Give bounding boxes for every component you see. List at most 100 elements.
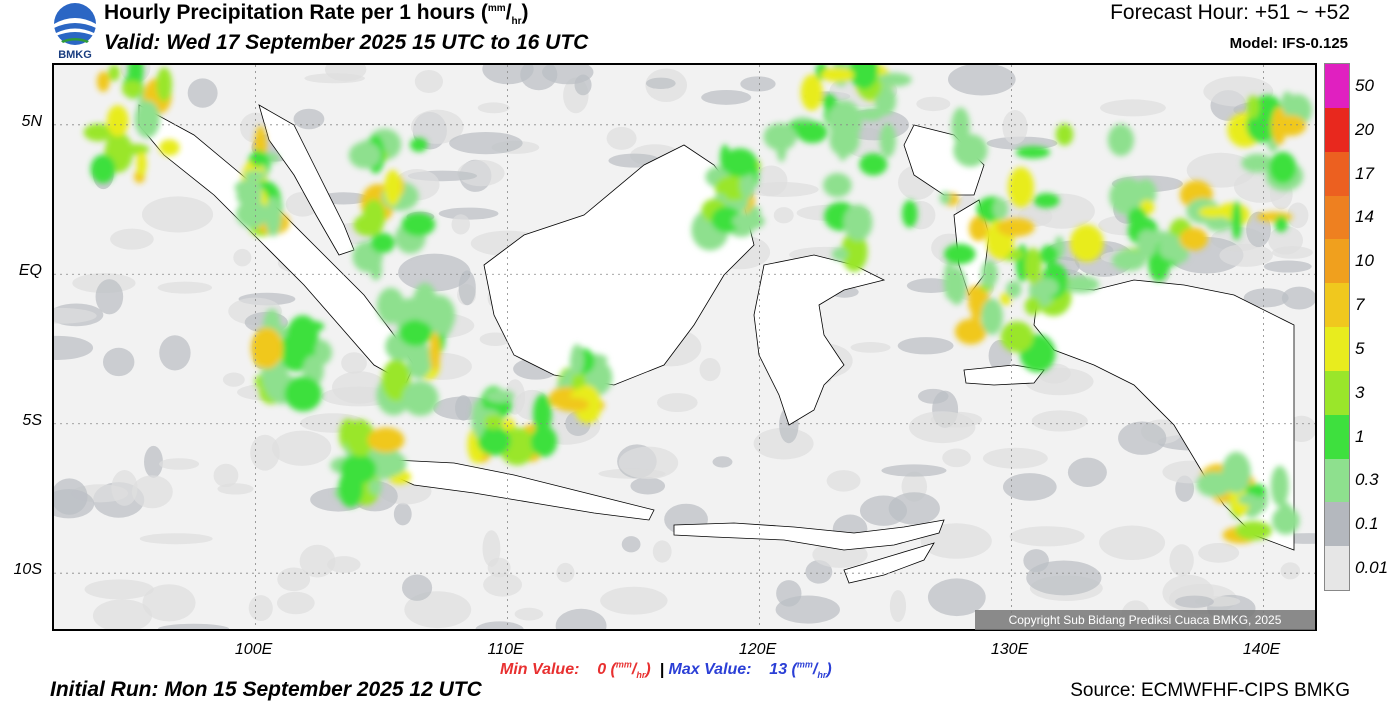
drizzle-patch: [293, 108, 325, 130]
drizzle-patch: [1099, 525, 1166, 561]
rain-cell: [823, 173, 852, 198]
rain-cell: [711, 206, 742, 233]
rain-cell: [555, 397, 590, 412]
rain-cell: [409, 137, 428, 152]
rain-cell: [1000, 321, 1034, 353]
rain-cell: [340, 454, 377, 484]
legend-color-swatch: [1325, 283, 1349, 327]
rain-cell: [1237, 493, 1258, 505]
legend-label: 17: [1355, 163, 1374, 183]
rain-cell: [250, 327, 283, 369]
drizzle-patch: [157, 623, 230, 629]
drizzle-patch: [250, 434, 280, 471]
rain-cell: [849, 65, 879, 90]
rain-cell: [236, 199, 268, 229]
rain-cell: [828, 100, 863, 142]
rain-cell: [376, 287, 405, 324]
rain-cell: [251, 149, 264, 167]
bmkg-logo: BMKG: [52, 2, 98, 61]
drizzle-patch: [92, 599, 153, 629]
rain-cell: [1270, 465, 1289, 507]
drizzle-patch: [745, 182, 819, 197]
rain-cell: [939, 191, 951, 205]
svg-text:BMKG: BMKG: [58, 49, 92, 60]
drizzle-patch: [54, 478, 88, 515]
drizzle-patch: [248, 595, 273, 622]
rain-cell: [1179, 227, 1208, 251]
drizzle-patch: [341, 352, 367, 374]
drizzle-patch: [621, 536, 641, 553]
rain-cell: [722, 148, 757, 177]
rain-cell: [345, 419, 376, 457]
drizzle-patch: [1175, 595, 1214, 608]
drizzle-patch: [276, 591, 315, 615]
rain-cell: [384, 169, 402, 206]
rain-cell: [1221, 451, 1251, 494]
rain-cell: [992, 197, 1008, 221]
rain-cell: [83, 123, 114, 142]
drizzle-patch: [438, 207, 499, 220]
drizzle-patch: [402, 574, 433, 601]
rain-cell: [1241, 153, 1274, 173]
lon-tick-label: 100E: [234, 641, 273, 658]
drizzle-patch: [1243, 288, 1289, 308]
drizzle-patch: [805, 560, 833, 584]
drizzle-patch: [110, 228, 154, 250]
drizzle-patch: [630, 477, 666, 495]
valid-time: Valid: Wed 17 September 2025 15 UTC to 1…: [104, 31, 589, 54]
rain-cell: [1069, 224, 1104, 262]
drizzle-patch: [881, 464, 947, 477]
drizzle-patch: [712, 456, 733, 468]
rain-cell: [532, 393, 552, 435]
drizzle-patch: [277, 567, 311, 592]
rain-cell: [1246, 95, 1260, 119]
seram-island: [963, 364, 1045, 386]
rain-cell: [90, 154, 116, 184]
rain-cell: [1273, 115, 1307, 137]
legend-label: 0.01: [1355, 558, 1389, 578]
coastlines: [138, 104, 1295, 584]
rain-cell: [265, 196, 282, 237]
drizzle-patch: [482, 530, 501, 567]
drizzle-patch: [652, 540, 672, 563]
rain-cell: [484, 389, 515, 403]
legend-color-swatch: [1325, 151, 1349, 196]
rain-cell: [1158, 235, 1186, 261]
model-name: Model: IFS-0.125: [1229, 35, 1348, 52]
precipitation-map[interactable]: [52, 63, 1317, 631]
lon-tick-label: 110E: [487, 641, 524, 658]
data-source: Source: ECMWFHF-CIPS BMKG: [1070, 680, 1350, 701]
drizzle-patch: [514, 607, 544, 621]
drizzle-patch: [556, 562, 575, 583]
forecast-hour: Forecast Hour: +51 ~ +52: [1110, 1, 1350, 24]
rain-cell: [763, 123, 797, 151]
color-legend: [1324, 63, 1350, 591]
rain-cell: [1007, 167, 1035, 208]
rain-cell: [159, 139, 180, 156]
drizzle-patch: [213, 463, 239, 488]
drizzle-patch: [888, 492, 940, 525]
rain-cell: [1127, 207, 1147, 227]
drizzle-patch: [701, 89, 752, 105]
java-island: [391, 459, 655, 521]
drizzle-patch: [187, 78, 218, 108]
rain-cell: [841, 231, 868, 272]
rain-cell: [1231, 201, 1242, 241]
drizzle-patch: [1002, 473, 1057, 501]
rain-cell: [858, 108, 884, 121]
drizzle-patch: [479, 332, 511, 346]
rain-cell: [1024, 247, 1042, 284]
rain-cell: [800, 74, 823, 111]
rain-cell: [286, 315, 319, 356]
drizzle-patch: [272, 430, 332, 466]
legend-label: 5: [1355, 338, 1365, 358]
drizzle-patch: [1268, 226, 1304, 255]
rain-cell: [1055, 123, 1074, 146]
rain-cell: [429, 331, 441, 371]
rain-cell: [402, 380, 439, 416]
rain-cell: [483, 414, 504, 430]
legend-color-swatch: [1325, 458, 1349, 503]
legend-label: 10: [1355, 251, 1374, 271]
rain-cell: [732, 212, 765, 230]
drizzle-patch: [95, 279, 124, 315]
